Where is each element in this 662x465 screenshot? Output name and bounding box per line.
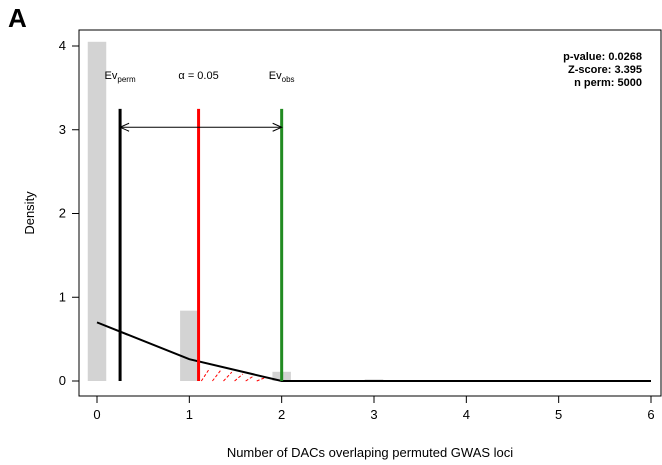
arrow-head-right [272, 122, 283, 132]
y-axis-title: Density [22, 191, 37, 235]
y-tick-label: 1 [59, 289, 66, 304]
x-tick-label: 3 [370, 407, 377, 422]
density-curve [96, 321, 651, 382]
x-tick-label: 5 [555, 407, 562, 422]
x-axis-title: Number of DACs overlaping permuted GWAS … [227, 445, 513, 460]
hatch-line [212, 369, 222, 382]
histogram-bar [87, 41, 107, 381]
double-arrow [118, 122, 283, 132]
y-tick-label: 3 [59, 122, 66, 137]
vertical-line-labels: Evperm α = 0.05 Evobs [105, 70, 295, 84]
hatch-line [200, 368, 211, 382]
y-tick-label: 4 [59, 38, 66, 53]
x-tick-label: 0 [93, 407, 100, 422]
y-tick-label: 2 [59, 206, 66, 221]
x-tick-label: 1 [186, 407, 193, 422]
rejection-region-hatch [200, 368, 266, 382]
stat-line: Z-score: 3.395 [568, 64, 642, 76]
histogram-bar [180, 310, 199, 381]
arrow-head-left [118, 122, 130, 132]
x-axis: 0 1 2 3 4 5 6 [93, 395, 655, 422]
vertical-line-label: α = 0.05 [178, 70, 218, 82]
x-tick-label: 2 [278, 407, 285, 422]
panel-label: A [8, 3, 27, 33]
y-axis: 0 1 2 3 4 [59, 38, 80, 388]
histogram-bars [87, 41, 384, 381]
stat-line: p-value: 0.0268 [563, 51, 642, 63]
vertical-lines [118, 108, 284, 381]
x-tick-label: 4 [463, 407, 470, 422]
stat-line: n perm: 5000 [574, 77, 642, 89]
hatch-line [256, 377, 266, 382]
hatch-line [234, 373, 244, 382]
vertical-line-label: Evobs [269, 70, 295, 84]
y-tick-label: 0 [59, 373, 66, 388]
x-tick-label: 6 [647, 407, 654, 422]
hatch-line [245, 375, 255, 382]
hatch-line [223, 371, 233, 382]
vertical-line-label: Evperm [105, 70, 136, 84]
